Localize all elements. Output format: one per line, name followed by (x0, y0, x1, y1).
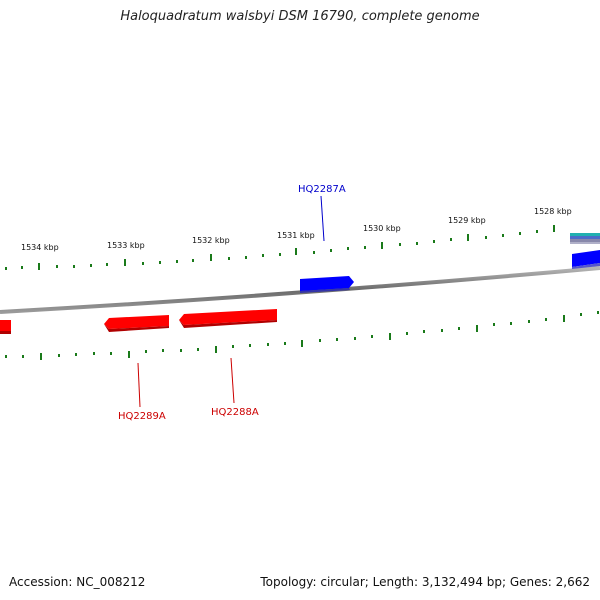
gene-hq2288a[interactable]: HQ2288A (179, 309, 277, 418)
kbp-label: 1532 kbp (192, 236, 230, 245)
gene-hq2287a[interactable]: HQ2287A (298, 184, 354, 293)
topology-text: Topology: circular; Length: 3,132,494 bp… (260, 575, 590, 589)
map-title: Haloquadratum walsbyi DSM 16790, complet… (120, 9, 480, 24)
gene-label-hq2288a: HQ2288A (211, 407, 259, 418)
kbp-label: 1534 kbp (21, 243, 59, 252)
offscreen-feature-stack[interactable] (570, 233, 600, 244)
kbp-label: 1528 kbp (534, 207, 572, 216)
gene-hq2289a[interactable]: HQ2289A (104, 315, 169, 422)
offscreen-gene-right[interactable] (572, 250, 600, 269)
offscreen-gene-left[interactable] (0, 320, 11, 334)
gene-label-hq2289a: HQ2289A (118, 411, 166, 422)
kbp-label: 1530 kbp (363, 224, 401, 233)
kbp-label: 1529 kbp (448, 216, 486, 225)
gene-label-hq2287a: HQ2287A (298, 184, 346, 195)
kbp-label: 1531 kbp (277, 231, 315, 240)
lower-scale-ticks (5, 311, 599, 360)
kbp-label: 1533 kbp (107, 241, 145, 250)
upper-scale-ticks (5, 225, 555, 270)
accession-text: Accession: NC_008212 (9, 575, 146, 589)
